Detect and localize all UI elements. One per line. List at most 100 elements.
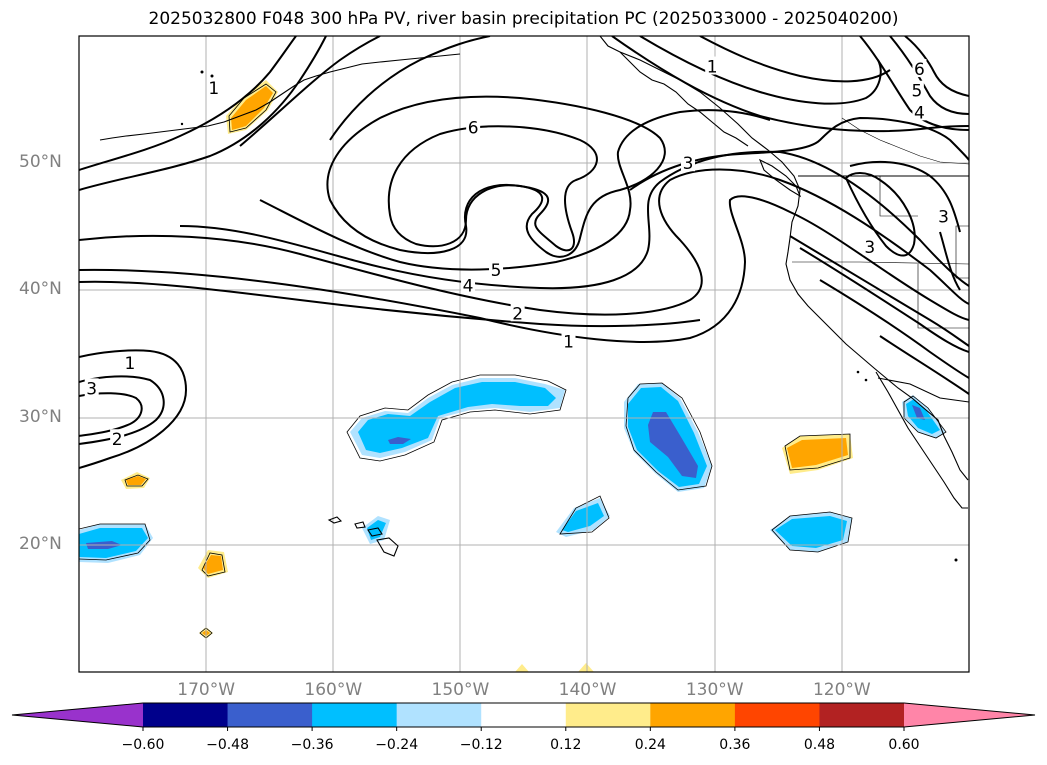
anomaly-negative-central-band-dark bbox=[388, 437, 411, 444]
pv-contour-label: 3 bbox=[86, 379, 97, 399]
pv-label-background bbox=[561, 331, 576, 350]
state-border-2 bbox=[917, 264, 969, 329]
pv-contour-1-main bbox=[79, 195, 969, 343]
anomaly-positive-edge-145w bbox=[515, 664, 529, 672]
state-border-1 bbox=[792, 261, 969, 265]
colorbar-segment bbox=[312, 703, 398, 727]
small-islands bbox=[180, 70, 958, 562]
lat-label: 40°N bbox=[19, 279, 62, 300]
pv-contour-3-east-loop bbox=[844, 172, 916, 257]
pv-contour-6-inner bbox=[387, 125, 598, 252]
anomaly-negative-central-band-core bbox=[358, 382, 556, 453]
pv-contour-north-2 bbox=[79, 36, 297, 171]
anomaly-negative-baja-dark bbox=[912, 405, 925, 420]
pv-contour-2-main bbox=[79, 168, 969, 316]
pv-contour-label: 2 bbox=[512, 304, 523, 324]
pv-contour-label: 3 bbox=[683, 154, 694, 174]
pv-label-background bbox=[461, 275, 476, 294]
pv-contour-label: 3 bbox=[864, 238, 875, 258]
pv-contour-6-ring bbox=[326, 95, 666, 258]
pv-contour-5 bbox=[259, 109, 771, 271]
lat-label: 20°N bbox=[19, 533, 62, 554]
pv-contour-label: 6 bbox=[468, 119, 479, 139]
anomaly-negative-se-core bbox=[775, 516, 847, 548]
pv-contour-label: 1 bbox=[124, 354, 135, 374]
pv-contour-nw-1 bbox=[639, 36, 882, 105]
colorbar-segment bbox=[734, 703, 820, 727]
pv-contour-3-south bbox=[79, 280, 701, 328]
state-border-3 bbox=[879, 176, 918, 217]
hawaii-islands bbox=[327, 516, 399, 557]
state-border-4 bbox=[955, 225, 969, 279]
colorbar-segment bbox=[481, 703, 567, 727]
pv-contour-west-2 bbox=[79, 392, 143, 437]
colorbar-segment bbox=[650, 703, 736, 727]
pv-contour-label: 4 bbox=[463, 276, 474, 296]
colorbar-tick-label: 0.24 bbox=[634, 737, 666, 753]
pv-label-background bbox=[909, 80, 924, 99]
plot-frame bbox=[78, 35, 970, 673]
pv-contour-label: 6 bbox=[914, 60, 925, 80]
pv-contour-east-low-3 bbox=[819, 279, 969, 379]
colorbar bbox=[11, 702, 1036, 731]
pv-contour-ne-4 bbox=[859, 36, 969, 131]
pv-label-background bbox=[862, 237, 877, 256]
pv-contour-north-1 bbox=[79, 36, 327, 191]
colorbar-segment bbox=[396, 703, 482, 727]
pv-contours bbox=[79, 36, 969, 469]
pv-label-background bbox=[912, 59, 927, 78]
mexico-mainland-coast bbox=[943, 435, 969, 481]
pv-contour-label: 4 bbox=[914, 103, 925, 123]
baja-peninsula bbox=[875, 371, 968, 509]
pv-contour-ne-5 bbox=[889, 36, 969, 115]
pv-contour-3-ne bbox=[629, 116, 969, 191]
colorbar-tick-label: 0.48 bbox=[803, 737, 836, 753]
pv-contour-4 bbox=[179, 150, 969, 290]
pv-contour-label: 5 bbox=[911, 82, 922, 102]
pv-label-background bbox=[510, 303, 525, 322]
pv-label-background bbox=[681, 153, 696, 172]
colorbar-segment bbox=[227, 703, 313, 727]
colorbar-tick-label: 0.36 bbox=[719, 737, 751, 753]
colorbar-segment bbox=[565, 703, 651, 727]
pv-contour-east-low-1 bbox=[789, 235, 969, 347]
anomaly-positive-se-core bbox=[787, 438, 848, 468]
pv-contour-north-4 bbox=[239, 36, 381, 147]
pv-contour-east-low-5 bbox=[939, 231, 961, 291]
vancouver-island bbox=[758, 158, 802, 198]
plot-area bbox=[79, 36, 969, 672]
lon-label: 140°W bbox=[558, 680, 617, 700]
colorbar-tick-label: −0.36 bbox=[290, 737, 334, 753]
colorbar-tick-label: −0.60 bbox=[121, 737, 165, 753]
lon-label: 120°W bbox=[812, 680, 871, 700]
pv-label-background bbox=[466, 117, 481, 136]
pv-label-background bbox=[912, 102, 927, 121]
colorbar-tick-label: 0.60 bbox=[888, 737, 920, 753]
colorbar-tick-label: −0.12 bbox=[459, 737, 503, 753]
alaska-panhandle bbox=[619, 51, 749, 147]
colorbar-tick-label: 0.12 bbox=[550, 737, 582, 753]
pv-label-background bbox=[122, 352, 137, 371]
pv-label-background bbox=[936, 206, 951, 225]
pv-contour-north-3 bbox=[329, 36, 491, 141]
gridlines bbox=[79, 36, 969, 672]
pv-label-background bbox=[705, 56, 720, 75]
pv-contour-east-low-2 bbox=[799, 247, 969, 353]
colorbar-extend-high bbox=[904, 703, 1035, 727]
lon-label: 160°W bbox=[304, 680, 363, 700]
pv-contour-ne-6 bbox=[904, 36, 969, 97]
anomaly-positive-edge-140w bbox=[578, 663, 594, 672]
anomaly-negative-ne-pacific-dark bbox=[648, 412, 698, 478]
pv-label-background bbox=[206, 78, 221, 97]
colorbar-tick-label: −0.24 bbox=[375, 737, 419, 753]
us-mexico-border bbox=[877, 377, 969, 403]
lon-label: 170°W bbox=[177, 680, 236, 700]
anomaly-negative-small-140w-core bbox=[562, 503, 604, 532]
pv-contour-3-east bbox=[849, 160, 961, 233]
colorbar-segment bbox=[819, 703, 905, 727]
anomaly-positive-small-175w-core bbox=[126, 476, 146, 485]
pv-contour-west-1 bbox=[79, 349, 188, 469]
map-title: 2025032800 F048 300 hPa PV, river basin … bbox=[148, 9, 899, 29]
colorbar-segment bbox=[143, 703, 229, 727]
anomaly-positive-small-170w-core bbox=[203, 555, 223, 574]
